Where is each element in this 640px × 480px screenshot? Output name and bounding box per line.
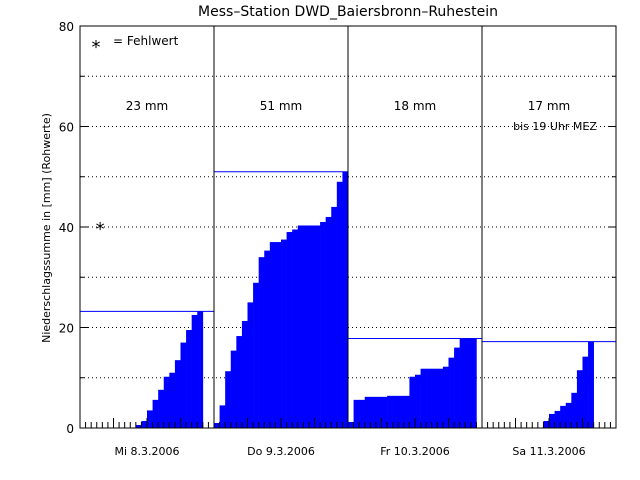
bar (147, 410, 153, 428)
bar (180, 342, 187, 428)
bar (392, 395, 399, 428)
bar (409, 376, 416, 428)
bar (219, 405, 226, 428)
bar (174, 360, 181, 428)
bar (426, 368, 433, 428)
day-dividers (213, 26, 483, 428)
y-axis-label: Niederschlagssumme in [mm] (Rohwerte) (40, 113, 53, 343)
axes (79, 25, 617, 429)
bar (420, 368, 427, 428)
bar (286, 232, 293, 428)
bar (348, 421, 354, 428)
y-tick-label: 0 (66, 422, 74, 436)
bar (454, 347, 460, 428)
missing-value-marker: * (96, 219, 105, 240)
bar (588, 341, 594, 428)
legend-symbol: * (92, 37, 101, 58)
bar (370, 396, 377, 428)
bar (381, 396, 388, 428)
bar (169, 372, 176, 428)
day-total-label: 51 mm (260, 99, 302, 113)
bar (353, 399, 360, 428)
bar (448, 357, 455, 428)
bar (437, 368, 444, 428)
bar (191, 314, 198, 428)
bar (387, 395, 393, 428)
x-tick-label: Do 9.3.2006 (247, 445, 315, 458)
bar (470, 338, 477, 428)
bar (571, 392, 578, 428)
bar (465, 338, 472, 428)
legend-label: = Fehlwert (113, 34, 179, 48)
day-total-label: 23 mm (126, 99, 168, 113)
x-tick-label: Mi 8.3.2006 (114, 445, 179, 458)
bar (375, 396, 382, 428)
bar (163, 376, 170, 428)
bar (135, 424, 142, 428)
bar-series (135, 171, 594, 428)
bar (297, 225, 304, 428)
bar (459, 338, 466, 428)
bar (403, 395, 410, 428)
y-tick-label: 80 (59, 20, 74, 34)
y-tick-label: 20 (59, 322, 74, 336)
x-tick-label: Sa 11.3.2006 (512, 445, 585, 458)
bar (442, 366, 449, 428)
bar (325, 216, 332, 428)
text-labels: 23 mm Mi 8.3.2006 51 mm Do 9.3.2006 18 mm Fr … (59, 20, 598, 458)
bar (543, 420, 550, 428)
bar (186, 330, 192, 428)
bar (303, 225, 310, 428)
bar (308, 225, 315, 428)
bar (398, 395, 405, 428)
bar (247, 302, 254, 428)
bar (576, 370, 583, 428)
bar (336, 181, 343, 428)
y-tick-label: 60 (59, 121, 74, 135)
bar (320, 221, 326, 428)
bar (342, 171, 349, 428)
bar (197, 311, 204, 428)
bar (236, 336, 243, 428)
y-tick-label: 40 (59, 221, 74, 235)
bar (214, 422, 220, 428)
bar (281, 239, 287, 428)
bar (314, 225, 321, 428)
day-total-label: 18 mm (394, 99, 436, 113)
bar (359, 399, 366, 428)
bar (292, 229, 299, 428)
chart-title: Mess–Station DWD_Baiersbronn–Ruhestein (198, 4, 498, 20)
daily-total-lines (80, 171, 616, 343)
legend: * = Fehlwert (92, 34, 179, 58)
bar (230, 350, 237, 428)
bar (431, 368, 438, 428)
bar (269, 242, 276, 428)
day-note-label: bis 19 Uhr MEZ (513, 120, 597, 133)
bar (582, 356, 589, 428)
bar (364, 396, 371, 428)
bar (158, 389, 165, 428)
day-total-label: 17 mm (528, 99, 570, 113)
bar (264, 250, 271, 428)
bar (253, 282, 259, 428)
bar (241, 320, 248, 428)
bar (554, 410, 561, 428)
bar (565, 402, 572, 428)
bar (275, 242, 282, 428)
bar (549, 413, 555, 428)
bar (415, 374, 421, 428)
bar (560, 405, 567, 428)
bar (141, 420, 148, 428)
x-tick-label: Fr 10.3.2006 (380, 445, 450, 458)
bar (331, 206, 338, 428)
bar (258, 257, 265, 428)
bar (152, 399, 159, 428)
bar (225, 371, 232, 428)
